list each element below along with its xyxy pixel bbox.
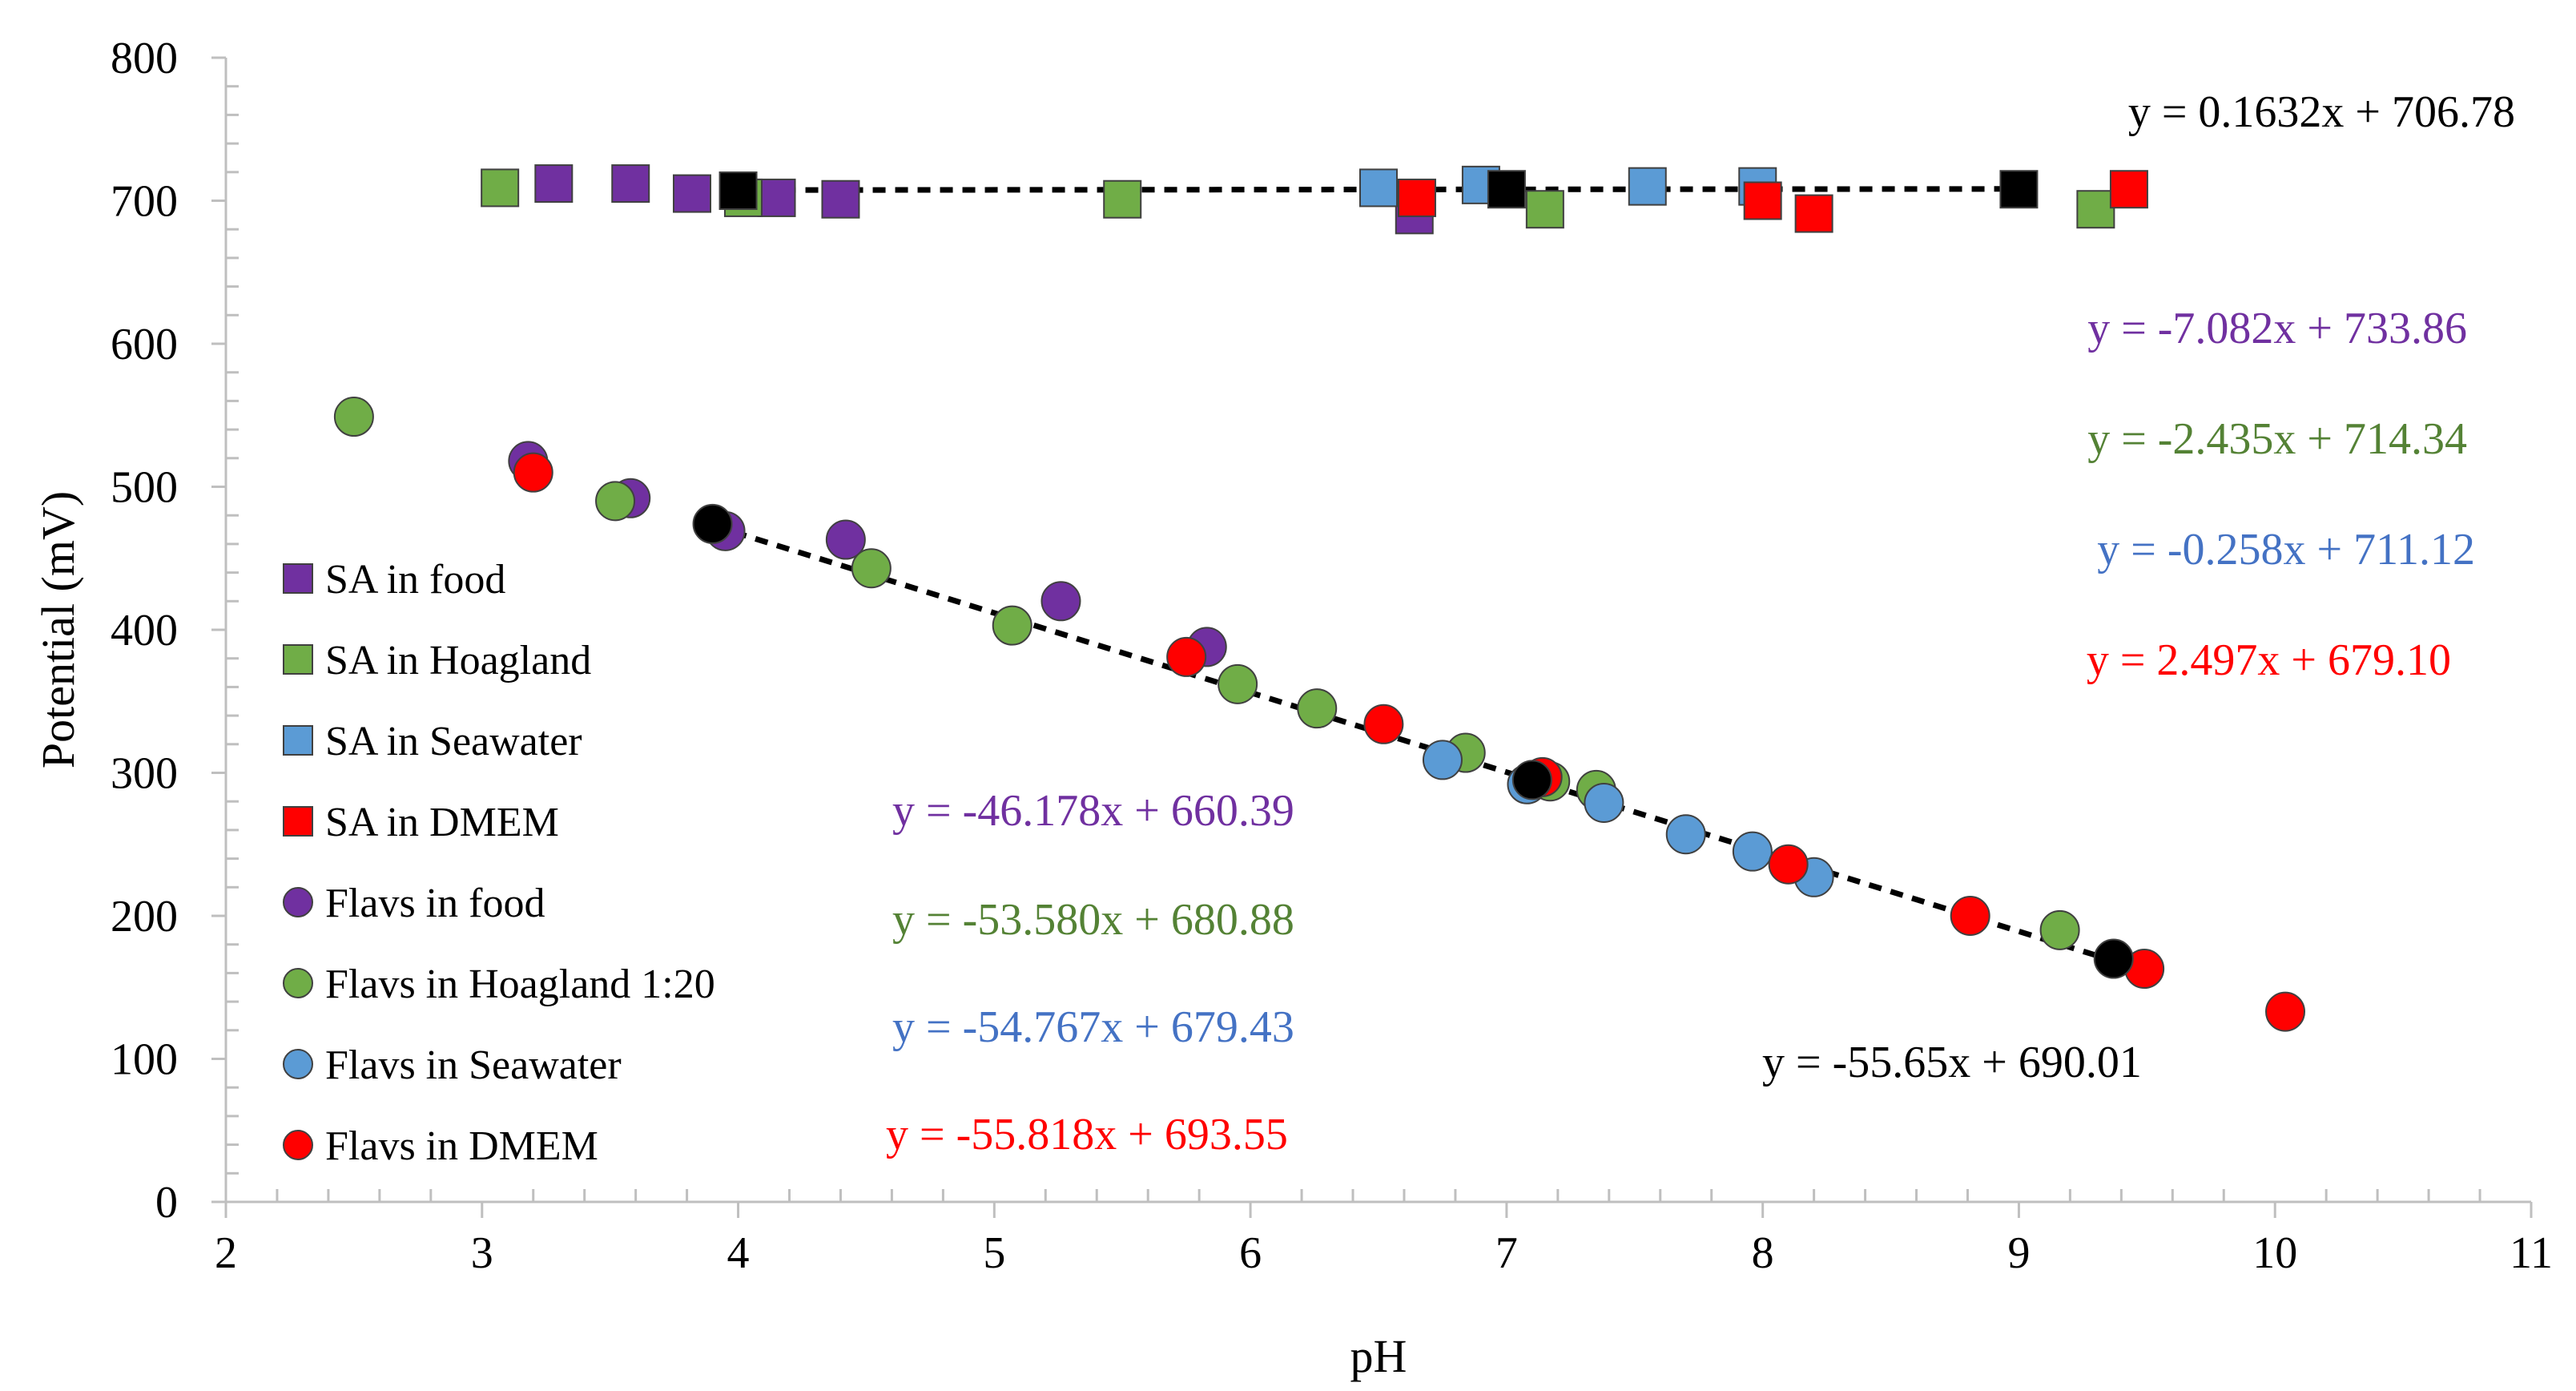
data-points — [333, 164, 2306, 1032]
flavs-in-food-point — [825, 519, 866, 560]
equation-label: y = -53.580x + 680.88 — [892, 895, 1294, 945]
x-tick-label: 8 — [1752, 1228, 1774, 1278]
x-tick-label: 2 — [215, 1228, 237, 1278]
flavs-in-seawater-point — [1732, 831, 1773, 872]
x-tick-label: 5 — [983, 1228, 1005, 1278]
y-tick-label: 100 — [111, 1035, 178, 1085]
x-axis-title: pH — [1350, 1330, 1407, 1382]
legend-circle-swatch — [283, 1130, 313, 1160]
legend-square-swatch — [283, 563, 313, 594]
flavs-in-dmem-point — [1166, 636, 1207, 677]
reference-circle-point — [2093, 938, 2134, 979]
y-tick-label: 300 — [111, 749, 178, 799]
flavs-in-seawater-point — [1422, 740, 1463, 780]
flavs-in-hoagland-1-20-point — [333, 397, 374, 437]
flavs-in-hoagland-1-20-point — [1218, 663, 1258, 704]
legend-circle-swatch — [283, 887, 313, 917]
sa-in-dmem-point — [1794, 194, 1833, 233]
legend-label: Flavs in Hoagland 1:20 — [325, 962, 715, 1007]
equation-label: y = -55.818x + 693.55 — [886, 1110, 1288, 1159]
sa-in-seawater-point — [1359, 168, 1398, 208]
flavs-in-seawater-point — [1665, 814, 1706, 855]
x-tick-label: 7 — [1495, 1228, 1518, 1278]
legend-label: Flavs in Seawater — [325, 1042, 622, 1088]
legend-label: SA in Hoagland — [325, 638, 591, 683]
y-axis-title: Potential (mV) — [32, 491, 84, 768]
x-tick-label: 4 — [727, 1228, 750, 1278]
equation-label: y = -0.258x + 711.12 — [2097, 525, 2475, 575]
equation-label: y = 2.497x + 679.10 — [2087, 635, 2451, 685]
y-tick-label: 400 — [111, 606, 178, 655]
legend-square-swatch — [283, 806, 313, 837]
sa-in-food-point — [611, 164, 650, 204]
reference-square-point — [1999, 170, 2039, 209]
sa-in-hoagland-point — [481, 168, 520, 208]
sa-in-hoagland-point — [1525, 190, 1564, 229]
reference-circle-point — [692, 503, 733, 544]
sa-in-hoagland-point — [1103, 179, 1142, 219]
sa-in-dmem-point — [1397, 178, 1436, 217]
y-tick-label: 800 — [111, 34, 178, 83]
axes: 0 100 200 300 400 500 600 700 800 2 3 4 5 6 7 8 9 10 11 pH P… — [32, 34, 2553, 1382]
sa-in-dmem-point — [2109, 170, 2148, 209]
x-tick-label: 10 — [2252, 1228, 2297, 1278]
reference-square-point — [718, 171, 758, 211]
equation-label: y = 0.1632x + 706.78 — [2128, 87, 2515, 137]
flavs-in-hoagland-1-20-point — [1297, 688, 1338, 729]
flavs-in-seawater-point — [1584, 782, 1624, 823]
flavs-in-hoagland-1-20-point — [595, 481, 636, 522]
equation-label: y = -2.435x + 714.34 — [2087, 414, 2467, 464]
flavs-in-food-point — [1040, 581, 1081, 622]
legend-label: Flavs in DMEM — [325, 1123, 598, 1169]
sa-in-food-point — [534, 164, 574, 204]
flavs-in-dmem-point — [513, 452, 553, 493]
equation-label: y = -55.65x + 690.01 — [1762, 1038, 2142, 1087]
y-tick-label: 500 — [111, 463, 178, 513]
sa-in-food-point — [672, 174, 711, 213]
sa-in-seawater-point — [1628, 167, 1667, 206]
equation-annotations: y = 0.1632x + 706.78 y = -7.082x + 733.86… — [886, 87, 2515, 1159]
x-tick-label: 11 — [2510, 1228, 2553, 1278]
equation-label: y = -7.082x + 733.86 — [2087, 304, 2467, 353]
sa-in-food-point — [757, 178, 796, 217]
sa-in-hoagland-point — [2076, 190, 2115, 229]
legend-label: Flavs in food — [325, 881, 545, 926]
y-tick-label: 0 — [155, 1178, 178, 1228]
flavs-in-dmem-point — [1950, 896, 1990, 936]
flavs-in-dmem-point — [2265, 991, 2306, 1032]
flavs-in-hoagland-1-20-point — [992, 605, 1032, 646]
sa-in-dmem-point — [1743, 181, 1782, 220]
legend-circle-swatch — [283, 1049, 313, 1079]
equation-label: y = -54.767x + 679.43 — [892, 1002, 1294, 1052]
y-tick-label: 600 — [111, 320, 178, 369]
y-tick-label: 200 — [111, 892, 178, 941]
x-tick-label: 6 — [1239, 1228, 1262, 1278]
legend: SA in food SA in Hoagland SA in Seawater SA… — [283, 557, 715, 1169]
reference-circle-point — [1511, 760, 1552, 800]
trendline — [711, 522, 2115, 964]
sa-in-food-point — [821, 179, 860, 219]
flavs-in-dmem-point — [1363, 704, 1404, 744]
y-tick-label: 700 — [111, 177, 178, 227]
trendlines — [711, 186, 2115, 964]
flavs-in-hoagland-1-20-point — [2039, 909, 2080, 950]
flavs-in-hoagland-1-20-point — [851, 548, 892, 589]
legend-label: SA in food — [325, 557, 505, 603]
x-tick-label: 3 — [471, 1228, 493, 1278]
equation-label: y = -46.178x + 660.39 — [892, 786, 1294, 836]
legend-square-swatch — [283, 725, 313, 756]
legend-label: SA in Seawater — [325, 719, 582, 764]
x-tick-label: 9 — [2007, 1228, 2030, 1278]
reference-square-point — [1487, 170, 1526, 209]
legend-circle-swatch — [283, 968, 313, 998]
legend-square-swatch — [283, 644, 313, 675]
flavs-in-dmem-point — [1768, 844, 1809, 885]
legend-label: SA in DMEM — [325, 800, 559, 845]
